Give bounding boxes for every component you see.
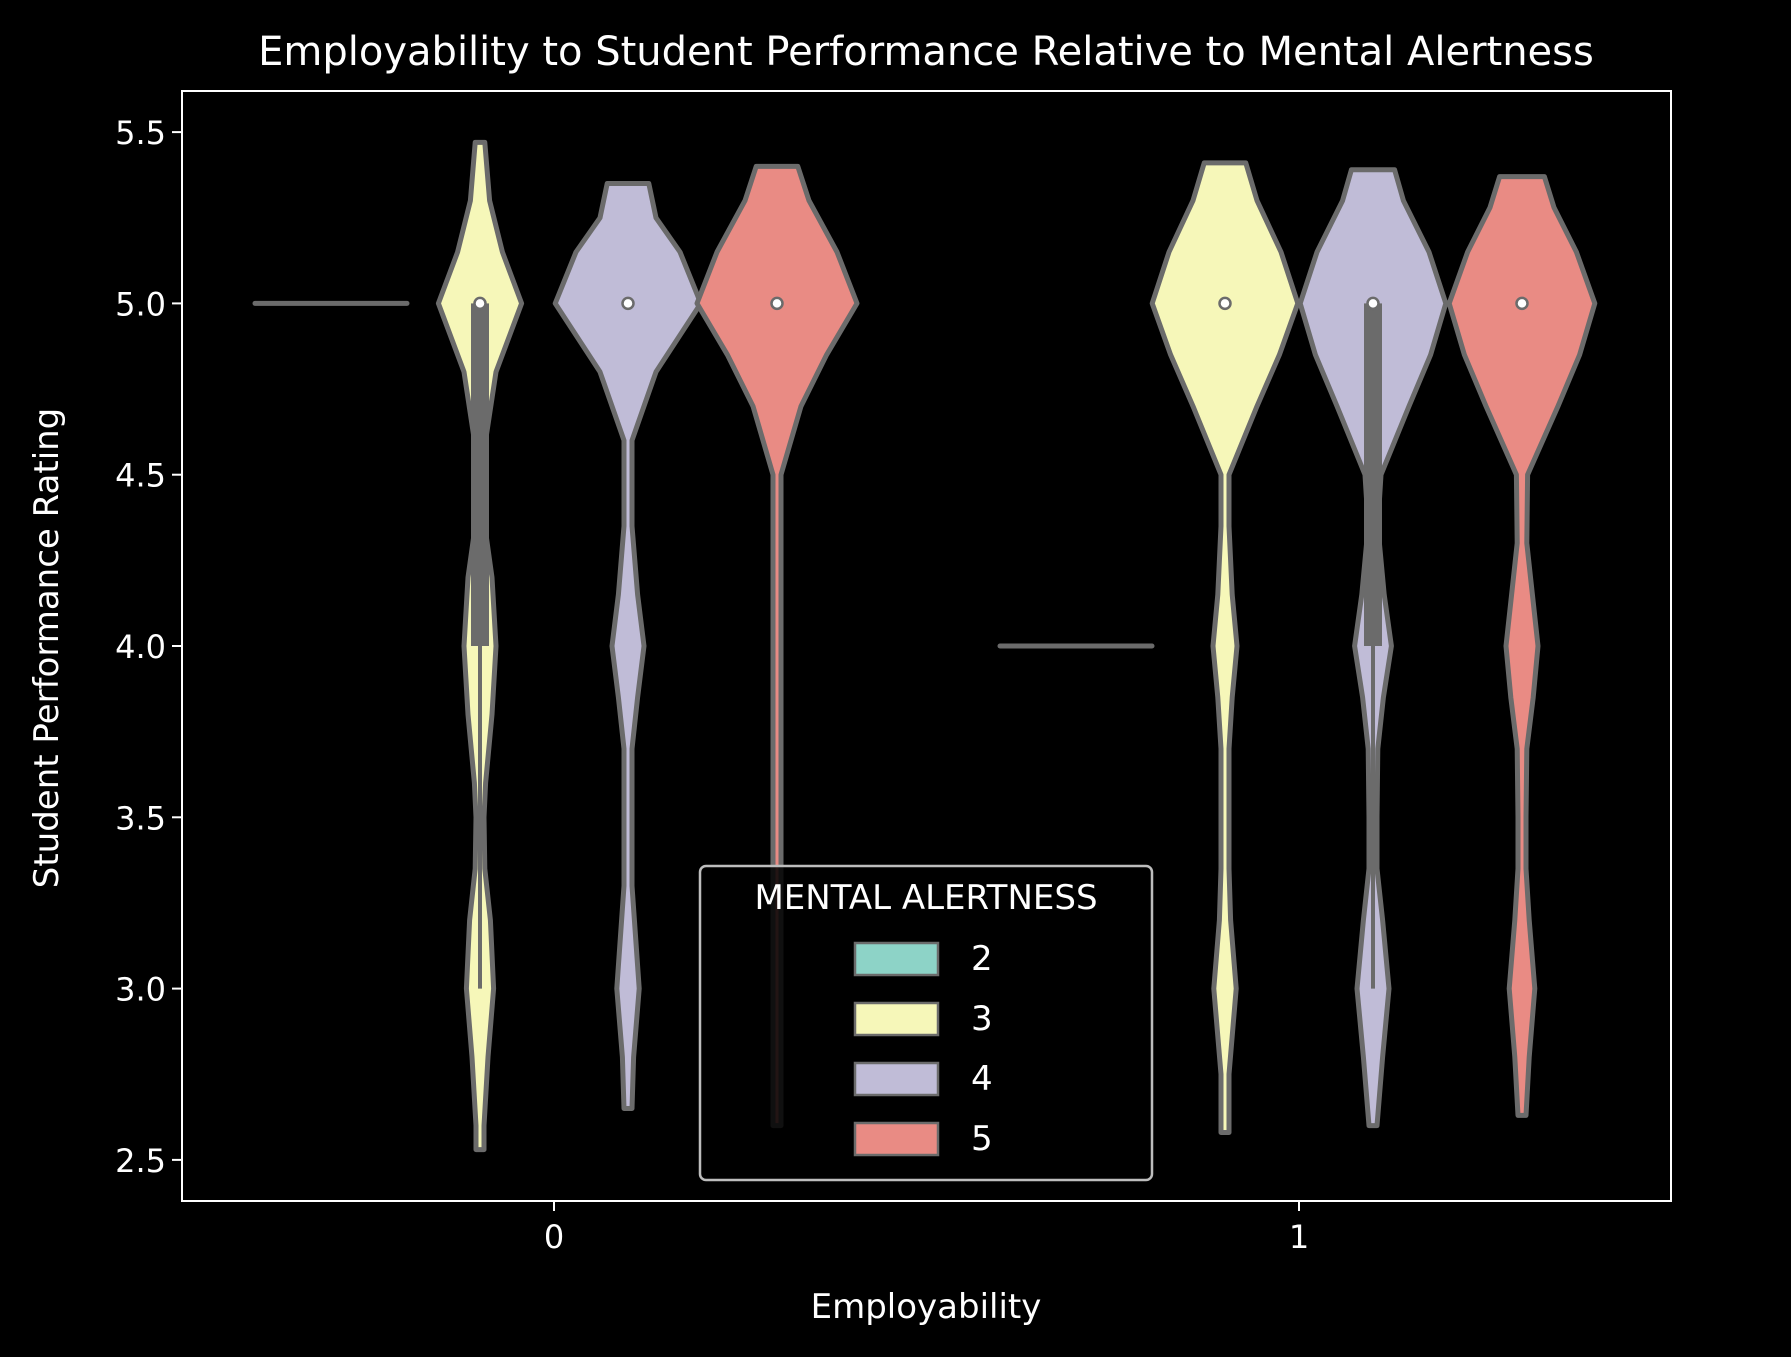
y-tick-label-4: 4.5: [115, 457, 166, 495]
legend-title: MENTAL ALERTNESS: [754, 878, 1097, 918]
plot-area: 2.5 3.0 3.5 4.0 4.5 5.0 5.5 0 1: [115, 90, 1672, 1256]
y-tick-label-5: 5.0: [115, 285, 166, 323]
x-axis-label: Employability: [811, 1287, 1042, 1327]
violin-median-1-4: [1366, 296, 1380, 311]
legend-swatch-4: [853, 1061, 940, 1097]
x-tick-label-0: 0: [544, 1218, 564, 1256]
violin-median-0-4: [621, 296, 635, 311]
violin-median-0-3: [473, 296, 487, 311]
legend-label-2: 2: [971, 939, 993, 979]
legend-swatch-3: [853, 1001, 940, 1037]
legend-swatch-5: [853, 1121, 940, 1157]
y-tick-label-1: 3.0: [115, 971, 166, 1009]
violin-iqr-box-1-4: [1364, 303, 1382, 646]
y-axis-label: Student Performance Rating: [27, 408, 67, 889]
violin-0-4: [552, 181, 704, 1111]
y-tick-label-3: 4.0: [115, 628, 166, 666]
violin-median-1-3: [1218, 296, 1232, 311]
y-tick-label-0: 2.5: [115, 1142, 166, 1180]
y-tick-label-2: 3.5: [115, 799, 166, 837]
violin-0-5: [694, 163, 860, 1129]
legend-label-3: 3: [971, 999, 993, 1039]
violin-1-3: [1149, 160, 1301, 1135]
violin-iqr-box-0-3: [471, 303, 489, 646]
legend: MENTAL ALERTNESS 2 3 4 5: [698, 864, 1154, 1182]
chart-title: Employability to Student Performance Rel…: [258, 29, 1594, 75]
violin-median-0-5: [770, 296, 784, 311]
violin-1-5: [1446, 174, 1598, 1118]
y-tick-label-6: 5.5: [115, 114, 166, 152]
legend-swatch-2: [853, 941, 940, 977]
legend-label-5: 5: [971, 1119, 993, 1159]
violin-median-1-5: [1515, 296, 1529, 311]
x-tick-label-1: 1: [1289, 1218, 1309, 1256]
legend-label-4: 4: [971, 1059, 993, 1099]
